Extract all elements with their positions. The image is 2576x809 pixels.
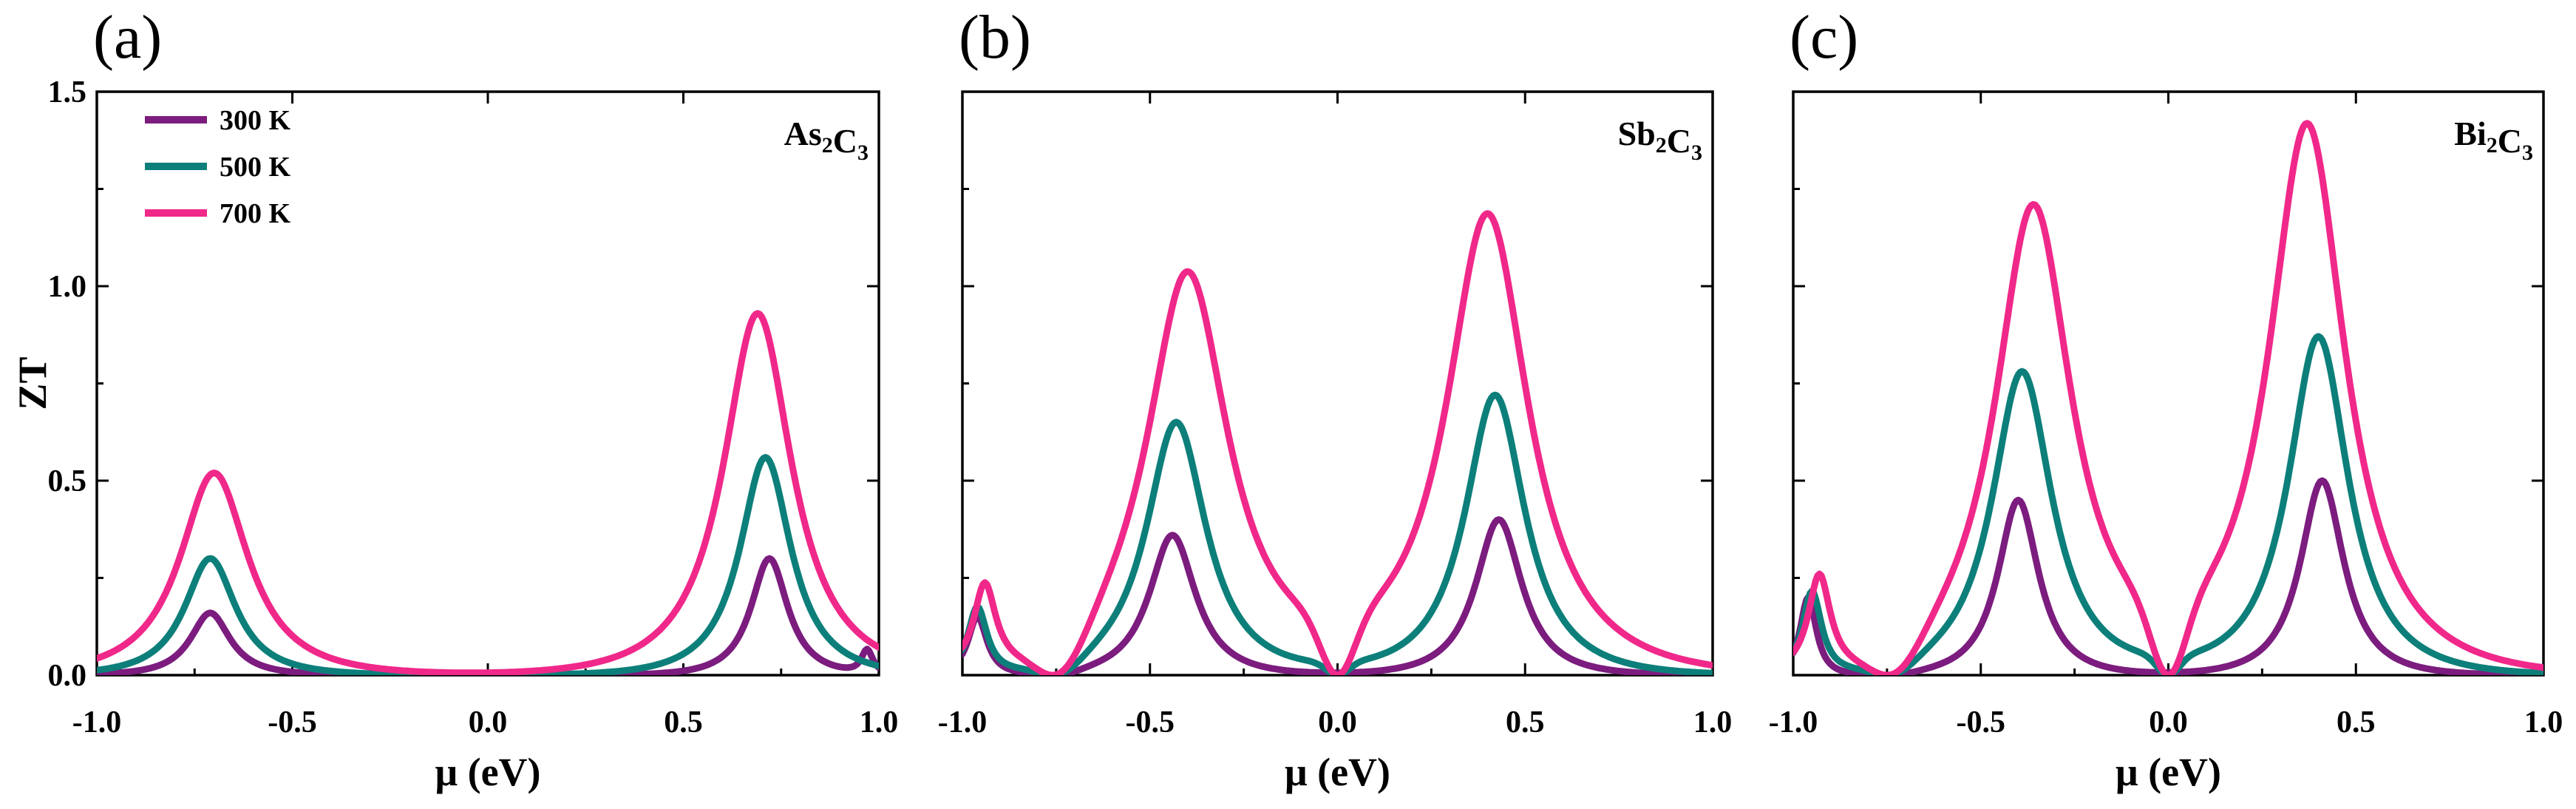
series-line-300k-c [1793,477,2543,675]
compound-label-b: Sb2C3 [1618,115,1702,165]
panel-label-c: (c) [1790,3,1858,72]
x-tick-label-b: -1.0 [938,705,988,739]
x-tick-label-b: 1.0 [1693,705,1733,739]
series-line-700k-b [962,210,1713,675]
y-tick-label-a: 0.5 [48,464,87,498]
y-axis-title: ZT [10,356,55,410]
x-tick-label-a: -1.0 [72,705,122,739]
panel-label-b: (b) [959,3,1031,72]
legend-label-500k: 500 K [220,152,291,183]
x-tick-label-a: 0.5 [664,705,703,739]
series-line-700k-a [97,310,879,675]
plot-frame-a [95,90,880,677]
panel-label-a: (a) [93,3,162,72]
y-tick-label-a: 1.0 [48,270,87,304]
series-line-500k-c [1793,333,2543,675]
plot-frame-b [961,90,1714,677]
x-tick-label-a: 0.0 [469,705,508,739]
legend-label-700k: 700 K [220,198,291,229]
x-tick-label-a: 1.0 [860,705,899,739]
x-tick-label-c: 0.0 [2149,705,2188,739]
x-tick-label-c: 0.5 [2337,705,2376,739]
x-tick-label-c: 1.0 [2524,705,2563,739]
x-axis-title-b: μ (eV) [1285,750,1390,794]
compound-label-c: Bi2C3 [2454,115,2533,165]
x-tick-label-c: -1.0 [1769,705,1818,739]
x-tick-label-c: -0.5 [1957,705,2006,739]
x-axis-title-c: μ (eV) [2115,750,2221,794]
y-tick-label-a: 0.0 [48,659,87,693]
plot-frame-c [1792,90,2545,677]
series-line-700k-c [1793,120,2543,675]
legend-label-300k: 300 K [220,105,291,136]
x-tick-label-b: -0.5 [1126,705,1175,739]
y-tick-label-a: 1.5 [48,75,87,109]
series-line-300k-a [97,555,879,675]
series-line-500k-b [962,391,1713,675]
x-tick-label-a: -0.5 [268,705,317,739]
x-tick-label-b: 0.0 [1318,705,1357,739]
x-tick-label-b: 0.5 [1506,705,1545,739]
x-axis-title-a: μ (eV) [435,750,540,794]
compound-label-a: As2C3 [784,115,869,165]
